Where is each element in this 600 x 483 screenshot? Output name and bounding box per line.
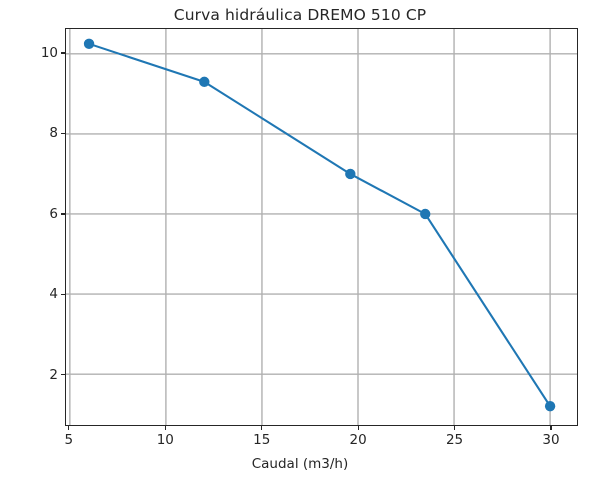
y-tick-mark — [61, 293, 65, 295]
y-tick-mark — [61, 132, 65, 135]
x-tick-mark — [68, 426, 70, 430]
x-tick-mark — [164, 426, 166, 430]
y-tick-label: 10 — [40, 44, 58, 61]
data-point-marker — [199, 76, 210, 88]
y-axis-label: Altura (mca) — [0, 184, 2, 270]
x-tick-mark — [357, 426, 359, 430]
data-point-marker — [83, 38, 95, 49]
data-point-marker — [345, 168, 356, 180]
x-axis-label: Caudal (m3/h) — [251, 456, 349, 472]
data-series-curva-hidraulica — [83, 38, 556, 412]
series-line — [88, 42, 552, 408]
y-tick-label: 8 — [49, 125, 58, 142]
x-tick-mark — [550, 426, 552, 430]
grid-lines — [66, 29, 577, 425]
y-tick-label: 2 — [49, 366, 58, 383]
y-tick-mark — [61, 213, 65, 215]
y-tick-label: 6 — [49, 205, 58, 222]
y-tick-mark — [61, 374, 65, 376]
chart-title: Curva hidráulica DREMO 510 CP — [173, 6, 427, 24]
x-tick-label: 15 — [253, 432, 271, 448]
x-tick-mark — [453, 426, 456, 430]
x-tick-label: 30 — [542, 432, 560, 448]
plot-area — [65, 28, 578, 426]
data-point-marker — [544, 401, 556, 412]
y-tick-mark — [61, 52, 65, 54]
x-tick-label: 25 — [445, 432, 464, 448]
x-tick-label: 20 — [349, 432, 367, 448]
x-tick-label: 5 — [64, 432, 74, 448]
x-tick-label: 10 — [156, 432, 174, 448]
data-point-marker — [420, 208, 431, 220]
x-tick-mark — [261, 426, 263, 430]
y-tick-label: 4 — [49, 286, 58, 303]
